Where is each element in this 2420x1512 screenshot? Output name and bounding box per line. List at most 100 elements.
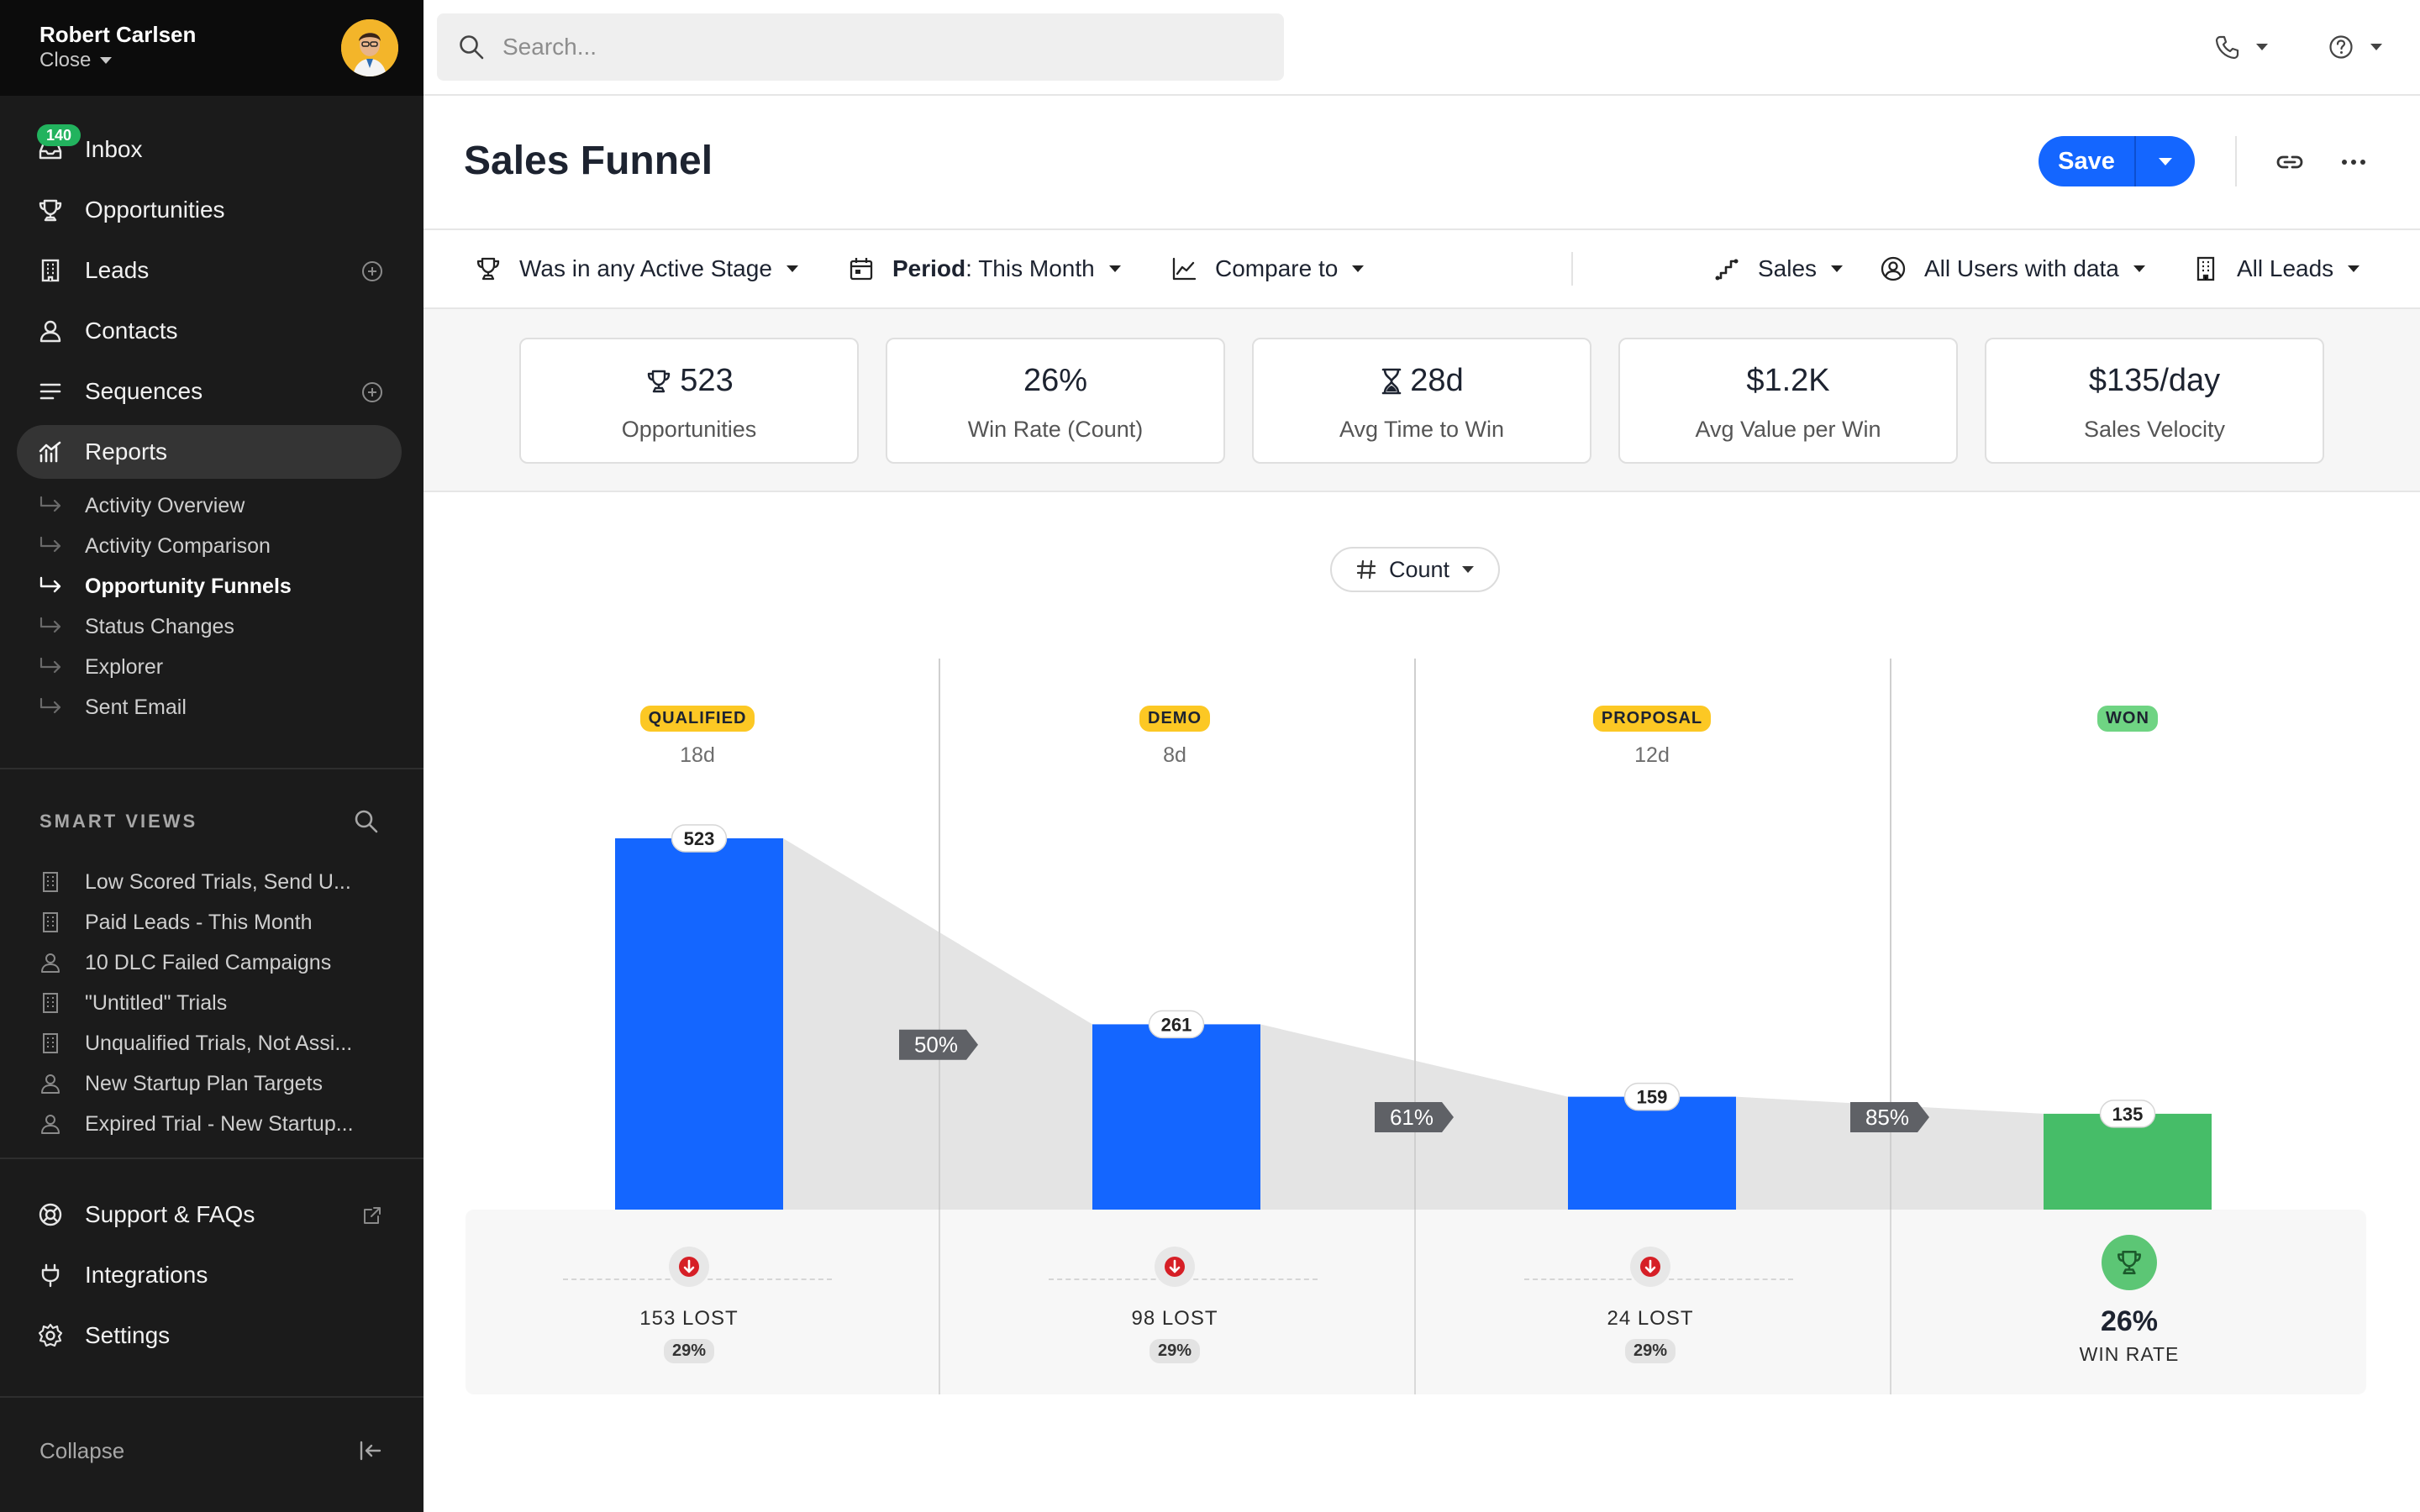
nav-support[interactable]: Support & FAQs	[17, 1188, 402, 1242]
nav-settings[interactable]: Settings	[17, 1309, 402, 1362]
help-menu[interactable]	[2328, 30, 2383, 64]
save-button-group: Save	[2039, 136, 2195, 186]
lost-indicator	[669, 1247, 709, 1287]
measure-dropdown[interactable]: Count	[1330, 547, 1500, 592]
sub-explorer[interactable]: Explorer	[39, 650, 163, 684]
pipeline-filter[interactable]: Sales	[1712, 250, 1844, 287]
nav-label: Reports	[85, 438, 168, 465]
building-icon	[43, 912, 58, 932]
lost-percent: 29%	[1149, 1339, 1201, 1363]
plug-icon	[41, 1263, 60, 1288]
value-label-pill	[1623, 1082, 1681, 1111]
period-value: : This Month	[965, 255, 1095, 281]
conversion-arrow	[1375, 1102, 1454, 1132]
hash-icon	[1356, 559, 1376, 580]
avatar[interactable]	[341, 19, 398, 76]
sub-status-changes[interactable]: Status Changes	[39, 610, 234, 643]
funnel-connector	[783, 838, 1092, 1210]
compare-filter[interactable]: Compare to	[1170, 250, 1365, 287]
add-sequence-icon[interactable]	[361, 381, 383, 403]
stat-label: Opportunities	[621, 417, 757, 442]
conversion-label: 50%	[914, 1032, 958, 1058]
save-button[interactable]: Save	[2039, 136, 2136, 186]
phone-menu[interactable]	[2213, 30, 2269, 64]
nav-reports[interactable]: Reports	[17, 425, 402, 479]
sub-opportunity-funnels[interactable]: Opportunity Funnels	[39, 570, 292, 603]
funnel-steps-icon	[1715, 259, 1739, 281]
nav-label: Opportunities	[85, 197, 225, 223]
more-icon[interactable]	[2338, 146, 2370, 178]
building-icon	[43, 872, 58, 892]
stat-value: $1.2K	[1746, 363, 1830, 398]
user-menu[interactable]: Robert Carlsen Close	[0, 0, 424, 96]
conversion-arrow	[899, 1029, 978, 1060]
building-icon	[41, 259, 60, 282]
list-icon	[39, 383, 61, 400]
period-filter[interactable]: Period: This Month	[847, 250, 1122, 287]
sidebar-divider	[0, 1158, 424, 1159]
gear-icon	[38, 1323, 63, 1347]
sub-sent-email[interactable]: Sent Email	[39, 690, 187, 724]
smart-view-item[interactable]: Low Scored Trials, Send U...	[39, 865, 351, 899]
lost-count: 153 LOST	[639, 1307, 739, 1330]
sub-arrow-icon	[39, 496, 61, 512]
value-label: 135	[2112, 1104, 2144, 1125]
caret-down-icon	[786, 265, 798, 272]
nav-contacts[interactable]: Contacts	[17, 304, 402, 358]
sub-arrow-icon	[39, 617, 61, 633]
search-box[interactable]	[437, 13, 1284, 81]
funnel-chart: 523 261 159 135 50% 61% 85%	[615, 659, 2212, 1394]
collapse-button[interactable]: Collapse	[39, 1438, 125, 1463]
smart-view-item[interactable]: New Startup Plan Targets	[39, 1067, 323, 1100]
nav-opportunities[interactable]: Opportunities	[17, 183, 402, 237]
nav-inbox[interactable]: Inbox	[17, 123, 402, 176]
sub-label: Sent Email	[85, 695, 187, 719]
nav-integrations[interactable]: Integrations	[17, 1248, 402, 1302]
caret-down-icon	[2133, 265, 2145, 272]
sub-activity-comparison[interactable]: Activity Comparison	[39, 529, 271, 563]
leads-filter-label: All Leads	[2237, 255, 2334, 281]
value-label: 523	[684, 828, 715, 849]
smart-view-item[interactable]: Paid Leads - This Month	[39, 906, 313, 939]
stage-badge: WON	[2097, 706, 2158, 732]
lost-block: 24 LOST 29%	[1482, 1247, 1818, 1363]
person-icon	[39, 320, 61, 343]
lost-percent: 29%	[1624, 1339, 1676, 1363]
caret-down-icon	[1831, 265, 1844, 272]
stats-row: 523 Opportunities 26% Win Rate (Count) 2…	[424, 309, 2420, 492]
smart-view-label: New Startup Plan Targets	[85, 1071, 324, 1095]
stage-badge: QUALIFIED	[639, 706, 755, 732]
won-trophy	[2102, 1235, 2157, 1290]
arrow-down-circle-icon	[679, 1257, 699, 1277]
compare-filter-label: Compare to	[1215, 255, 1339, 281]
users-filter[interactable]: All Users with data	[1879, 250, 2146, 287]
sub-arrow-icon	[39, 657, 61, 674]
add-lead-icon[interactable]	[361, 260, 383, 282]
smart-view-item[interactable]: Expired Trial - New Startup...	[39, 1107, 354, 1141]
win-rate-value: 26%	[2100, 1305, 2159, 1337]
conversion-label: 61%	[1390, 1105, 1434, 1130]
link-icon[interactable]	[2274, 146, 2306, 178]
building-icon	[43, 1033, 58, 1053]
person-icon	[41, 1115, 60, 1134]
caret-down-icon	[2256, 44, 2268, 50]
pipeline-filter-label: Sales	[1758, 255, 1818, 281]
search-input[interactable]	[502, 34, 1259, 60]
nav-sequences[interactable]: Sequences	[17, 365, 402, 418]
sub-activity-overview[interactable]: Activity Overview	[39, 489, 245, 522]
lost-percent: 29%	[663, 1339, 715, 1363]
stage-filter[interactable]: Was in any Active Stage	[474, 250, 799, 287]
trophy-icon	[648, 370, 671, 392]
save-options-button[interactable]	[2136, 136, 2195, 186]
smart-view-item[interactable]: "Untitled" Trials	[39, 986, 227, 1020]
lost-block: 153 LOST 29%	[521, 1247, 857, 1363]
lost-indicator	[1630, 1247, 1670, 1287]
nav-leads[interactable]: Leads	[17, 244, 402, 297]
leads-filter[interactable]: All Leads	[2191, 250, 2360, 287]
org-switcher[interactable]: Close	[39, 49, 113, 72]
smart-view-item[interactable]: 10 DLC Failed Campaigns	[39, 946, 331, 979]
search-icon[interactable]	[353, 808, 380, 835]
nav-label: Integrations	[85, 1262, 208, 1288]
smart-view-item[interactable]: Unqualified Trials, Not Assi...	[39, 1026, 352, 1060]
collapse-icon[interactable]	[358, 1438, 383, 1463]
